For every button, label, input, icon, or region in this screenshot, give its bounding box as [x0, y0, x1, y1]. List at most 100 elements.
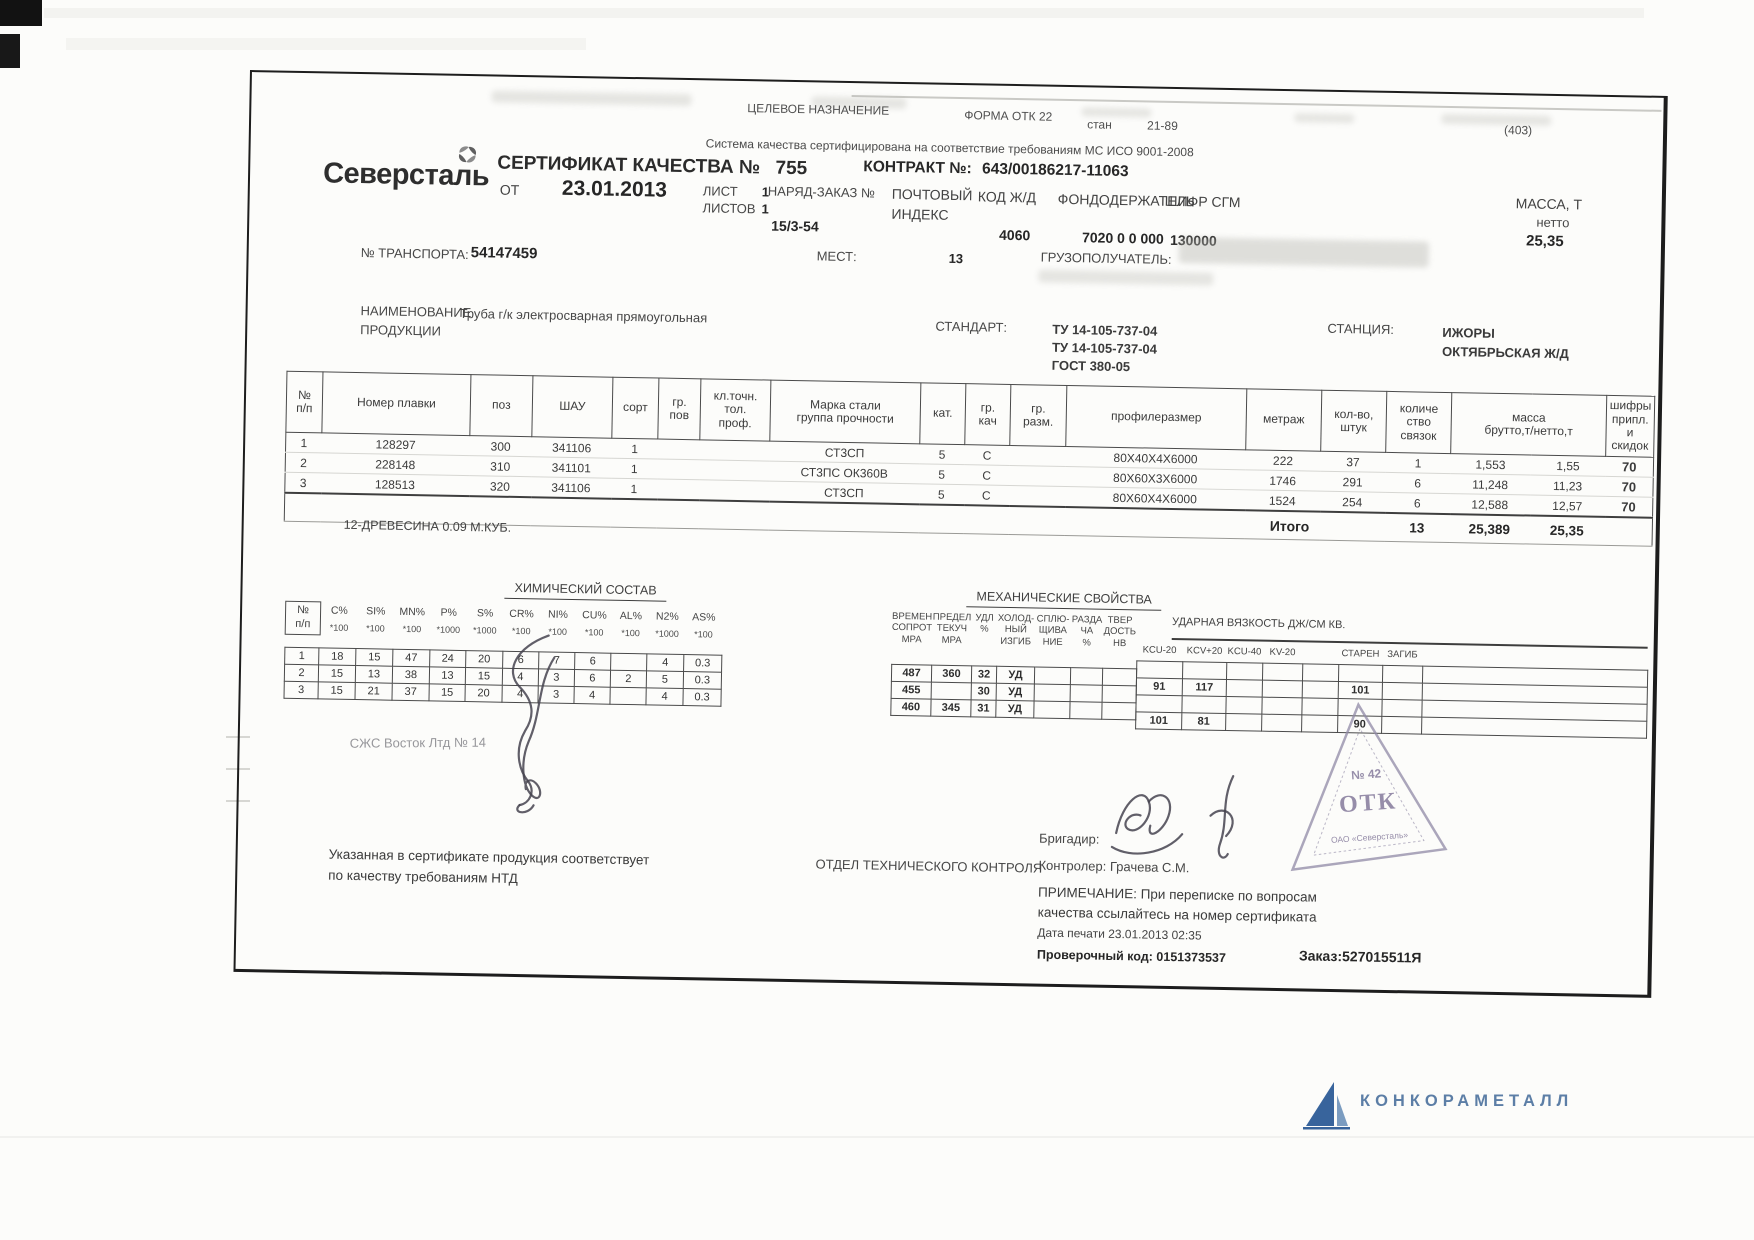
- chemical-column-header: P% *1000: [436, 606, 461, 635]
- total-gross-mass: 25,389: [1449, 514, 1530, 545]
- controller-signature: [1209, 775, 1235, 859]
- chemical-column-header: N2% *1000: [655, 610, 679, 639]
- sgs-watermark: СЖС Восток Лтд № 14: [349, 734, 487, 751]
- certificate-number: 755: [775, 157, 808, 180]
- contract-line: КОНТРАКТ №: 643/00186217-11063: [863, 158, 1129, 181]
- purpose-label: ЦЕЛЕВОЕ НАЗНАЧЕНИЕ: [747, 101, 890, 118]
- brigadir-label: Бригадир:: [1038, 830, 1100, 847]
- transport-number-label: № ТРАНСПОРТА:: [360, 245, 469, 263]
- certificate-title: СЕРТИФИКАТ КАЧЕСТВА № 755: [497, 153, 807, 181]
- certificate-frame: ЦЕЛЕВОЕ НАЗНАЧЕНИЕ ФОРМА ОТК 22 стан 21-…: [233, 70, 1668, 998]
- from-label: ОТ: [499, 181, 520, 198]
- page-code: (403): [1503, 122, 1533, 138]
- sheets-label: ЛИСТОВ: [702, 200, 756, 217]
- mass-net-value: 25,35: [1525, 232, 1564, 251]
- form-label: ФОРМА ОТК 22: [964, 108, 1053, 124]
- impact-column-label: ЗАГИБ: [1387, 648, 1418, 661]
- chemical-column-header: CU% *100: [582, 609, 607, 638]
- fund-holder-value: 7020 0 0 000: [1081, 229, 1164, 247]
- scan-smudge: [1294, 113, 1355, 124]
- places-value: 13: [948, 250, 964, 267]
- scan-artifact-blob: [0, 34, 20, 68]
- chemical-column-header: MN% *100: [399, 605, 426, 635]
- standard-item: ТУ 14-105-737-04: [1051, 339, 1158, 357]
- sheet-label: ЛИСТ: [702, 183, 738, 199]
- transport-number-value: 54147459: [470, 244, 538, 263]
- wood-note: 12-ДРЕВЕСИНА 0.09 М.КУБ.: [343, 517, 512, 535]
- standard-item: ГОСТ 380-05: [1051, 357, 1131, 375]
- stamp-number: № 42: [1351, 766, 1382, 782]
- scan-smudge: [1441, 113, 1552, 126]
- stan-value: 21-89: [1147, 118, 1178, 134]
- scan-smudge: [1081, 107, 1152, 118]
- note-block: ПРИМЕЧАНИЕ: При переписке по вопросам ка…: [1037, 884, 1318, 925]
- chemical-row-label: № п/п: [284, 600, 322, 635]
- mechanical-column-header: ВРЕМЕН СОПРОТ МРА: [891, 610, 933, 646]
- mechanical-header: ВРЕМЕН СОПРОТ МРА ПРЕДЕЛ ТЕКУЧ МРА УДЛ % ХО…: [892, 611, 1138, 650]
- rail-code-label: КОД Ж/Д: [977, 188, 1037, 206]
- mass-net-label: нетто: [1536, 214, 1570, 231]
- otk-department-label: ОТДЕЛ ТЕХНИЧЕСКОГО КОНТРОЛЯ: [815, 856, 1043, 876]
- certificate-title-text: СЕРТИФИКАТ КАЧЕСТВА №: [497, 152, 761, 179]
- impact-column-label: [1422, 650, 1647, 665]
- scan-streak: [44, 8, 1644, 18]
- impact-column-label: KCV+20: [1186, 645, 1223, 657]
- work-order-label: НАРЯД-ЗАКАЗ №: [767, 183, 875, 201]
- scan-artifact-blob: [0, 0, 42, 26]
- stamp-otk-text: ОТК: [1338, 788, 1398, 818]
- work-order-value: 15/3-54: [771, 217, 819, 235]
- impact-column-label: СТАРЕН: [1341, 648, 1380, 660]
- inspector-signature: [511, 634, 556, 814]
- impact-title: УДАРНАЯ ВЯЗКОСТЬ ДЖ/СМ КВ.: [1171, 615, 1346, 632]
- mass-label: МАССА, Т: [1515, 195, 1583, 213]
- consignee-redaction: [1178, 237, 1430, 268]
- mechanical-column-header: ПРЕДЕЛ ТЕКУЧ МРА: [932, 611, 972, 646]
- chemical-column-header: SI% *100: [366, 605, 386, 634]
- station-line: ИЖОРЫ: [1442, 324, 1495, 341]
- chemical-title: ХИМИЧЕСКИЙ СОСТАВ: [504, 579, 667, 602]
- stan-label: стан: [1087, 117, 1112, 132]
- scan-tick: [226, 800, 250, 802]
- konkorametall-logo-icon: [1303, 1082, 1350, 1130]
- places-label: МЕСТ:: [816, 248, 857, 265]
- standard-item: ТУ 14-105-737-04: [1052, 321, 1158, 339]
- total-net-mass: 25,35: [1529, 515, 1605, 546]
- scan-streak: [0, 1136, 1754, 1138]
- rail-code-value: 4060: [998, 226, 1031, 244]
- standard-label: СТАНДАРТ:: [935, 318, 1008, 335]
- standards-list: ТУ 14-105-737-04 ТУ 14-105-737-04 ГОСТ 380…: [1052, 321, 1158, 377]
- total-bundles: 13: [1384, 512, 1450, 543]
- mechanical-table: 487 360 32 УД 455 30 УД 460 345 31 УД: [890, 664, 1137, 720]
- conformity-statement: Указанная в сертификате продукция соотве…: [328, 846, 650, 887]
- product-name-label: НАИМЕНОВАНИЕ ПРОДУКЦИИ: [360, 303, 472, 339]
- impact-column-label: KCU-20: [1142, 644, 1177, 657]
- impact-column-label: KV-20: [1269, 646, 1296, 659]
- chemical-column-header: AS% *100: [692, 611, 716, 640]
- sgm-cipher-label: ШИФР СГМ: [1164, 192, 1241, 211]
- contract-value: 643/00186217-11063: [981, 160, 1129, 181]
- consignee-redaction: [1038, 269, 1214, 286]
- print-date: Дата печати 23.01.2013 02:35: [1037, 925, 1202, 943]
- consignee-label: ГРУЗОПОЛУЧАТЕЛЬ:: [1040, 249, 1172, 267]
- stamp-org-text: ОАО «Северсталь»: [1331, 830, 1409, 845]
- chemical-column-header: AL% *100: [619, 609, 643, 639]
- otk-stamp: № 42 ОТК ОАО «Северсталь»: [1290, 701, 1448, 872]
- mechanical-column-header: ХОЛОД- НЫЙ ИЗГИБ: [997, 612, 1035, 648]
- mechanical-column-header: СПЛЮ- ЩИВА НИЕ: [1036, 613, 1070, 648]
- scan-tick: [226, 768, 250, 770]
- order-number: Заказ:527015511Я: [1298, 947, 1422, 966]
- postal-index-label: ПОЧТОВЫЙ ИНДЕКС: [891, 185, 973, 224]
- sheets-value: 1: [761, 201, 769, 217]
- scan-streak: [66, 38, 586, 50]
- scan-tick: [226, 736, 250, 738]
- mechanical-column-header: УДЛ %: [975, 612, 994, 636]
- mechanical-title: МЕХАНИЧЕСКИЕ СВОЙСТВА: [966, 587, 1162, 611]
- impact-column-label: [1302, 647, 1338, 659]
- impact-column-label: KCU-40: [1227, 646, 1262, 658]
- severstal-logo-icon: [458, 146, 476, 163]
- station-lines: ИЖОРЫ ОКТЯБРЬСКАЯ Ж/Д: [1442, 323, 1569, 363]
- konkorametall-logo-text: КОНКОРАМЕТАЛЛ: [1360, 1092, 1574, 1110]
- mechanical-column-header: РАЗДА ЧА %: [1071, 614, 1103, 649]
- chemical-column-header: C% *100: [329, 604, 349, 633]
